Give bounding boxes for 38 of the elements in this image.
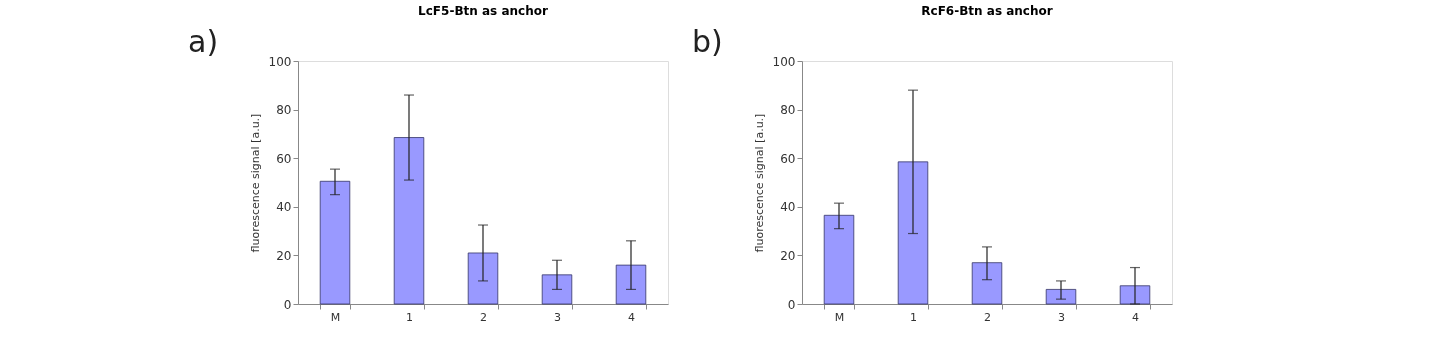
y-tick-label: 40: [276, 200, 292, 215]
bar: [615, 264, 647, 305]
y-axis-title: fluorescence signal [a.u.]: [248, 113, 262, 253]
y-tick-label: 0: [283, 297, 292, 312]
x-tick-label: 4: [1132, 310, 1139, 324]
bar: [467, 252, 499, 305]
y-tick-label: 80: [276, 103, 292, 118]
x-tick-label: M: [834, 310, 845, 324]
y-tick-label: 0: [787, 297, 796, 312]
y-tick-label: 100: [772, 54, 796, 69]
y-tick-label: 20: [780, 248, 796, 263]
bar: [541, 274, 573, 305]
text: b): [692, 24, 723, 59]
bar: [897, 161, 929, 305]
x-tick-label: 3: [554, 310, 561, 324]
x-tick-label: 1: [910, 310, 917, 324]
bar: [319, 180, 351, 305]
bar: [1119, 285, 1151, 305]
y-tick-label: 80: [780, 103, 796, 118]
bar: [823, 214, 855, 305]
y-axis-title: fluorescence signal [a.u.]: [752, 113, 766, 253]
y-tick-label: 100: [268, 54, 292, 69]
bar: [1045, 289, 1077, 305]
bar: [971, 262, 1003, 305]
y-tick-label: 60: [276, 151, 292, 166]
x-tick-label: 1: [406, 310, 413, 324]
x-tick-label: 2: [480, 310, 487, 324]
chart-title: RcF6-Btn as anchor: [921, 4, 1053, 18]
bar: [393, 137, 425, 305]
chart-title: LcF5-Btn as anchor: [418, 4, 548, 18]
y-tick-label: 20: [276, 248, 292, 263]
x-tick-label: 3: [1058, 310, 1065, 324]
text: a): [188, 24, 219, 59]
x-tick-label: 4: [628, 310, 635, 324]
x-tick-label: 2: [984, 310, 991, 324]
y-tick-label: 60: [780, 151, 796, 166]
y-tick-label: 40: [780, 200, 796, 215]
x-tick-label: M: [330, 310, 341, 324]
